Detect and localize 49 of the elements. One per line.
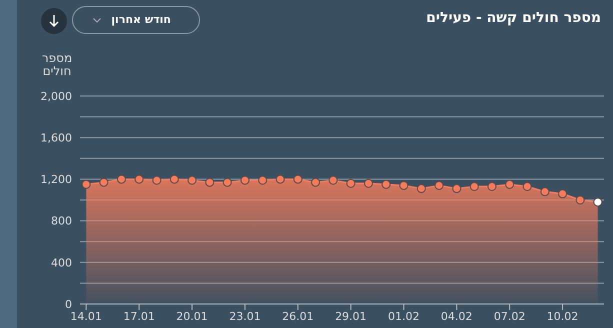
x-tick-label: 01.02 (388, 310, 420, 323)
point (328, 176, 338, 185)
point (116, 174, 126, 184)
point (364, 178, 373, 188)
point (134, 174, 144, 184)
point (593, 198, 602, 207)
text: חודש אחרון (111, 13, 171, 26)
x-tick-label: 20.01 (176, 310, 208, 323)
point (416, 184, 426, 194)
x-tick-label: 10.02 (546, 310, 578, 323)
x-tick-label: 17.01 (123, 310, 155, 323)
point (222, 178, 232, 187)
point (293, 174, 302, 184)
x-tick-label: 29.01 (335, 310, 367, 323)
point (82, 180, 91, 189)
chart-title: מספר חולים קשה - פעילים (426, 10, 601, 26)
point (346, 178, 356, 188)
x-tick-label: 23.01 (229, 310, 261, 323)
point (576, 196, 585, 204)
x-tick-label: 26.01 (282, 310, 314, 323)
point (434, 180, 444, 190)
y-tick-label: 400 (51, 256, 72, 270)
point (540, 187, 550, 196)
point (452, 184, 462, 194)
text: 1,600 (40, 132, 72, 145)
point (505, 180, 514, 189)
text: 2,000 (40, 90, 72, 103)
y-axis-title: מספר חולים (40, 51, 74, 78)
x-tick-label: 07.02 (494, 310, 526, 323)
point (382, 180, 391, 189)
point (240, 176, 250, 185)
y-tick-label: 800 (51, 214, 72, 228)
x-tick-label: 14.01 (70, 310, 102, 323)
point (258, 176, 268, 185)
text: 1,200 (40, 173, 72, 186)
point (188, 176, 197, 185)
point (205, 178, 214, 187)
point (522, 182, 532, 191)
point (276, 174, 285, 184)
y-tick-label: 0 (65, 298, 72, 311)
point (152, 176, 162, 185)
point (311, 178, 320, 187)
point (399, 180, 408, 190)
x-tick-label: 04.02 (440, 310, 472, 323)
point (99, 178, 108, 187)
point (558, 189, 568, 198)
point (170, 174, 179, 184)
point (470, 182, 479, 191)
point (487, 182, 496, 191)
